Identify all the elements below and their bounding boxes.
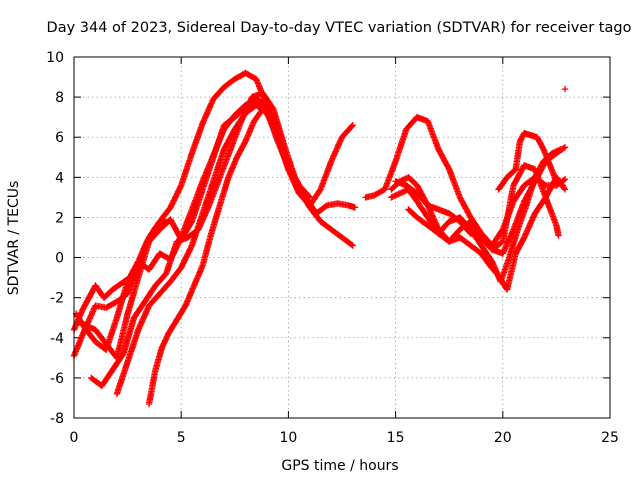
data-markers <box>70 69 569 408</box>
series-marker-track <box>495 130 566 193</box>
x-tick-label: 10 <box>279 430 297 446</box>
series-track-13 <box>495 130 566 193</box>
series-track-7 <box>70 216 168 333</box>
x-tick-label: 15 <box>387 430 405 446</box>
series-track-6 <box>145 105 301 408</box>
y-tick-label: -2 <box>50 291 64 307</box>
y-tick-label: 4 <box>55 170 64 186</box>
y-tick-label: 10 <box>46 50 64 66</box>
x-tick-label: 0 <box>70 430 79 446</box>
chart-title: Day 344 of 2023, Sidereal Day-to-day VTE… <box>47 20 632 36</box>
x-axis-label: GPS time / hours <box>281 458 398 474</box>
axis-ticks: 0 5 10 15 20 25 -8 -6 -4 -2 0 2 4 6 8 10 <box>46 50 619 446</box>
y-tick-label: -6 <box>50 371 64 387</box>
y-tick-label: 2 <box>55 210 64 226</box>
y-tick-label: 0 <box>55 251 64 267</box>
y-tick-label: 8 <box>55 90 64 106</box>
series-marker-track <box>145 105 301 408</box>
y-tick-label: 6 <box>55 130 64 146</box>
series-marker-track <box>70 216 168 333</box>
y-tick-label: -8 <box>50 411 64 427</box>
series-marker-track <box>405 162 562 253</box>
series-marker-track <box>561 85 569 93</box>
x-tick-label: 25 <box>601 430 619 446</box>
plot-frame <box>73 56 611 419</box>
x-tick-label: 20 <box>494 430 512 446</box>
y-tick-label: -4 <box>50 331 64 347</box>
series-track-14 <box>561 85 569 93</box>
x-tick-label: 5 <box>177 430 186 446</box>
y-axis-label: SDTVAR / TECUs <box>6 181 22 296</box>
series-track-12 <box>405 162 562 253</box>
